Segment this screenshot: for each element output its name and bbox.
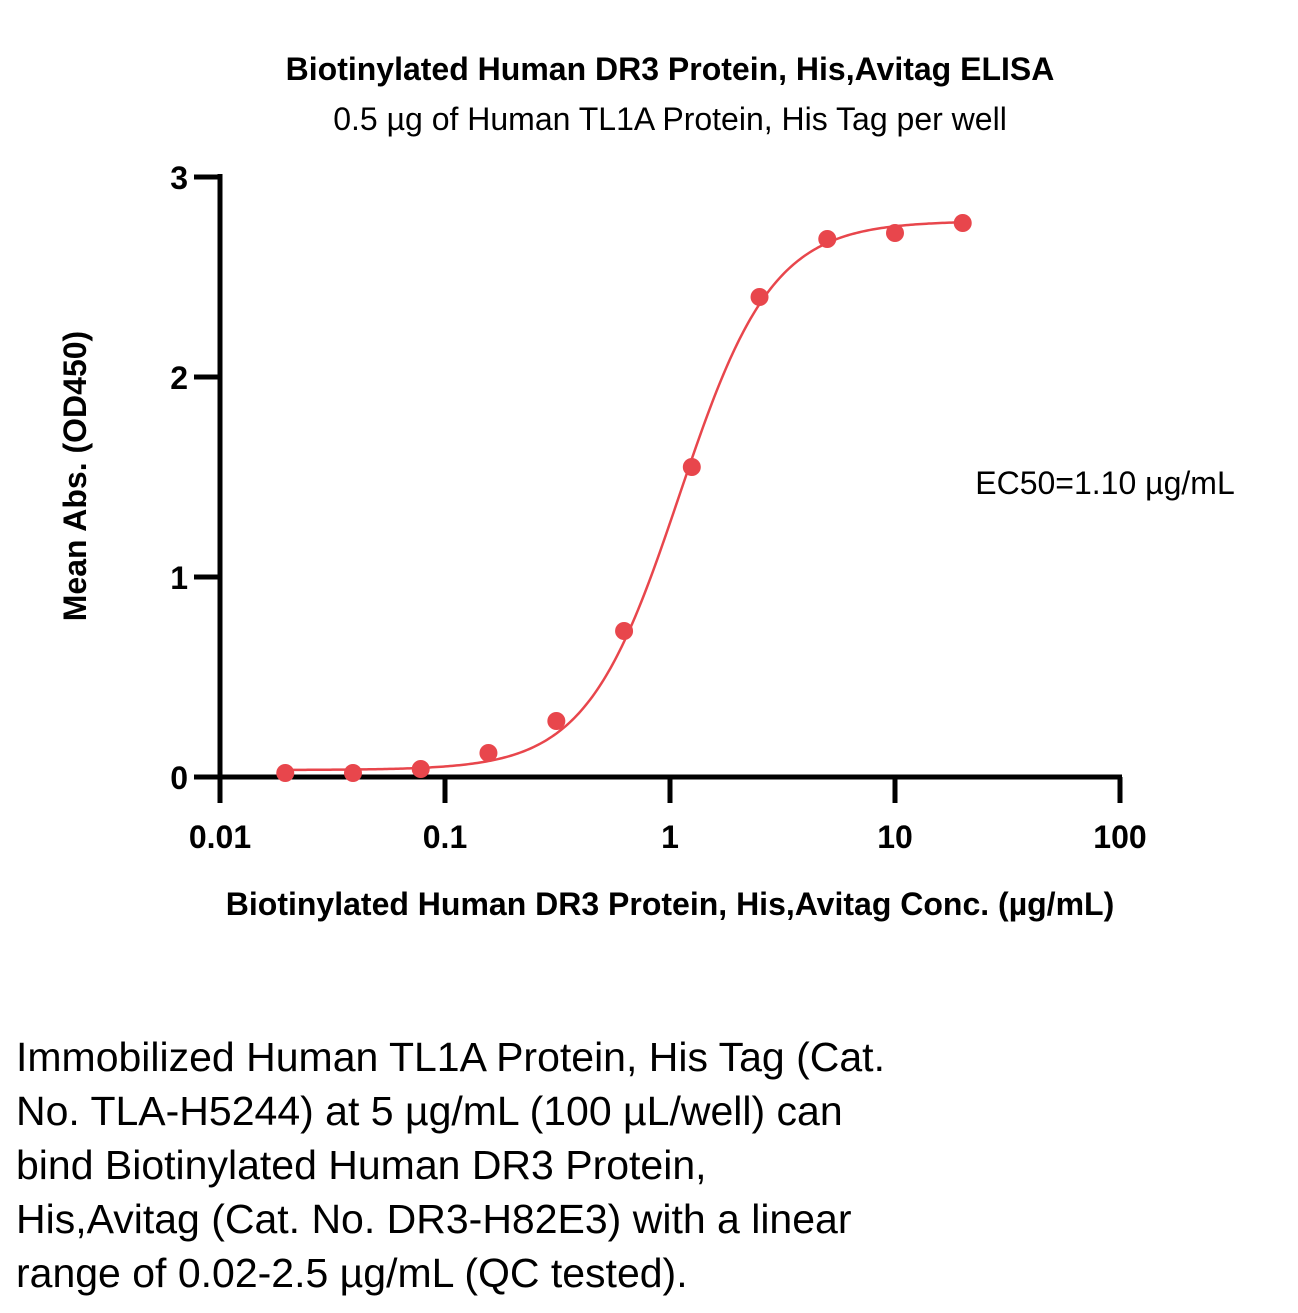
data-point — [886, 224, 904, 242]
x-tick-label: 10 — [877, 819, 913, 855]
figure-caption: Immobilized Human TL1A Protein, His Tag … — [16, 1030, 1076, 1300]
y-tick-label: 1 — [170, 560, 188, 596]
data-point — [547, 712, 566, 730]
caption-line: No. TLA-H5244) at 5 µg/mL (100 µL/well) … — [16, 1088, 843, 1134]
caption-line: Immobilized Human TL1A Protein, His Tag … — [16, 1034, 885, 1080]
x-tick-label: 0.01 — [189, 819, 251, 855]
x-tick-label: 1 — [661, 819, 679, 855]
x-tick-label: 0.1 — [423, 819, 467, 855]
caption-line: range of 0.02-2.5 µg/mL (QC tested). — [16, 1250, 688, 1296]
y-tick-label: 3 — [170, 160, 188, 196]
fit-curve — [285, 220, 963, 772]
x-axis-label: Biotinylated Human DR3 Protein, His,Avit… — [226, 886, 1114, 922]
y-tick-label: 0 — [170, 760, 188, 796]
caption-line: His,Avitag (Cat. No. DR3-H82E3) with a l… — [16, 1196, 852, 1242]
x-tick-label: 100 — [1093, 819, 1146, 855]
chart-title: Biotinylated Human DR3 Protein, His,Avit… — [286, 51, 1055, 87]
data-point — [276, 764, 295, 782]
ec50-annotation: EC50=1.10 µg/mL — [975, 465, 1234, 501]
data-points — [276, 214, 972, 782]
data-point — [615, 622, 634, 640]
y-axis-label: Mean Abs. (OD450) — [57, 331, 93, 621]
data-point — [479, 744, 498, 762]
data-point — [682, 458, 701, 476]
data-point — [343, 764, 362, 782]
x-ticks: 0.01 0.1 1 10 100 — [189, 777, 1147, 855]
data-point — [953, 214, 972, 232]
elisa-chart: Biotinylated Human DR3 Protein, His,Avit… — [57, 51, 1235, 922]
data-point — [750, 288, 769, 306]
data-point — [818, 230, 837, 248]
data-point — [411, 760, 430, 778]
caption-line: bind Biotinylated Human DR3 Protein, — [16, 1142, 707, 1188]
y-tick-label: 2 — [170, 360, 188, 396]
chart-subtitle: 0.5 µg of Human TL1A Protein, His Tag pe… — [333, 101, 1007, 137]
y-ticks: 0 1 2 3 — [170, 160, 220, 796]
